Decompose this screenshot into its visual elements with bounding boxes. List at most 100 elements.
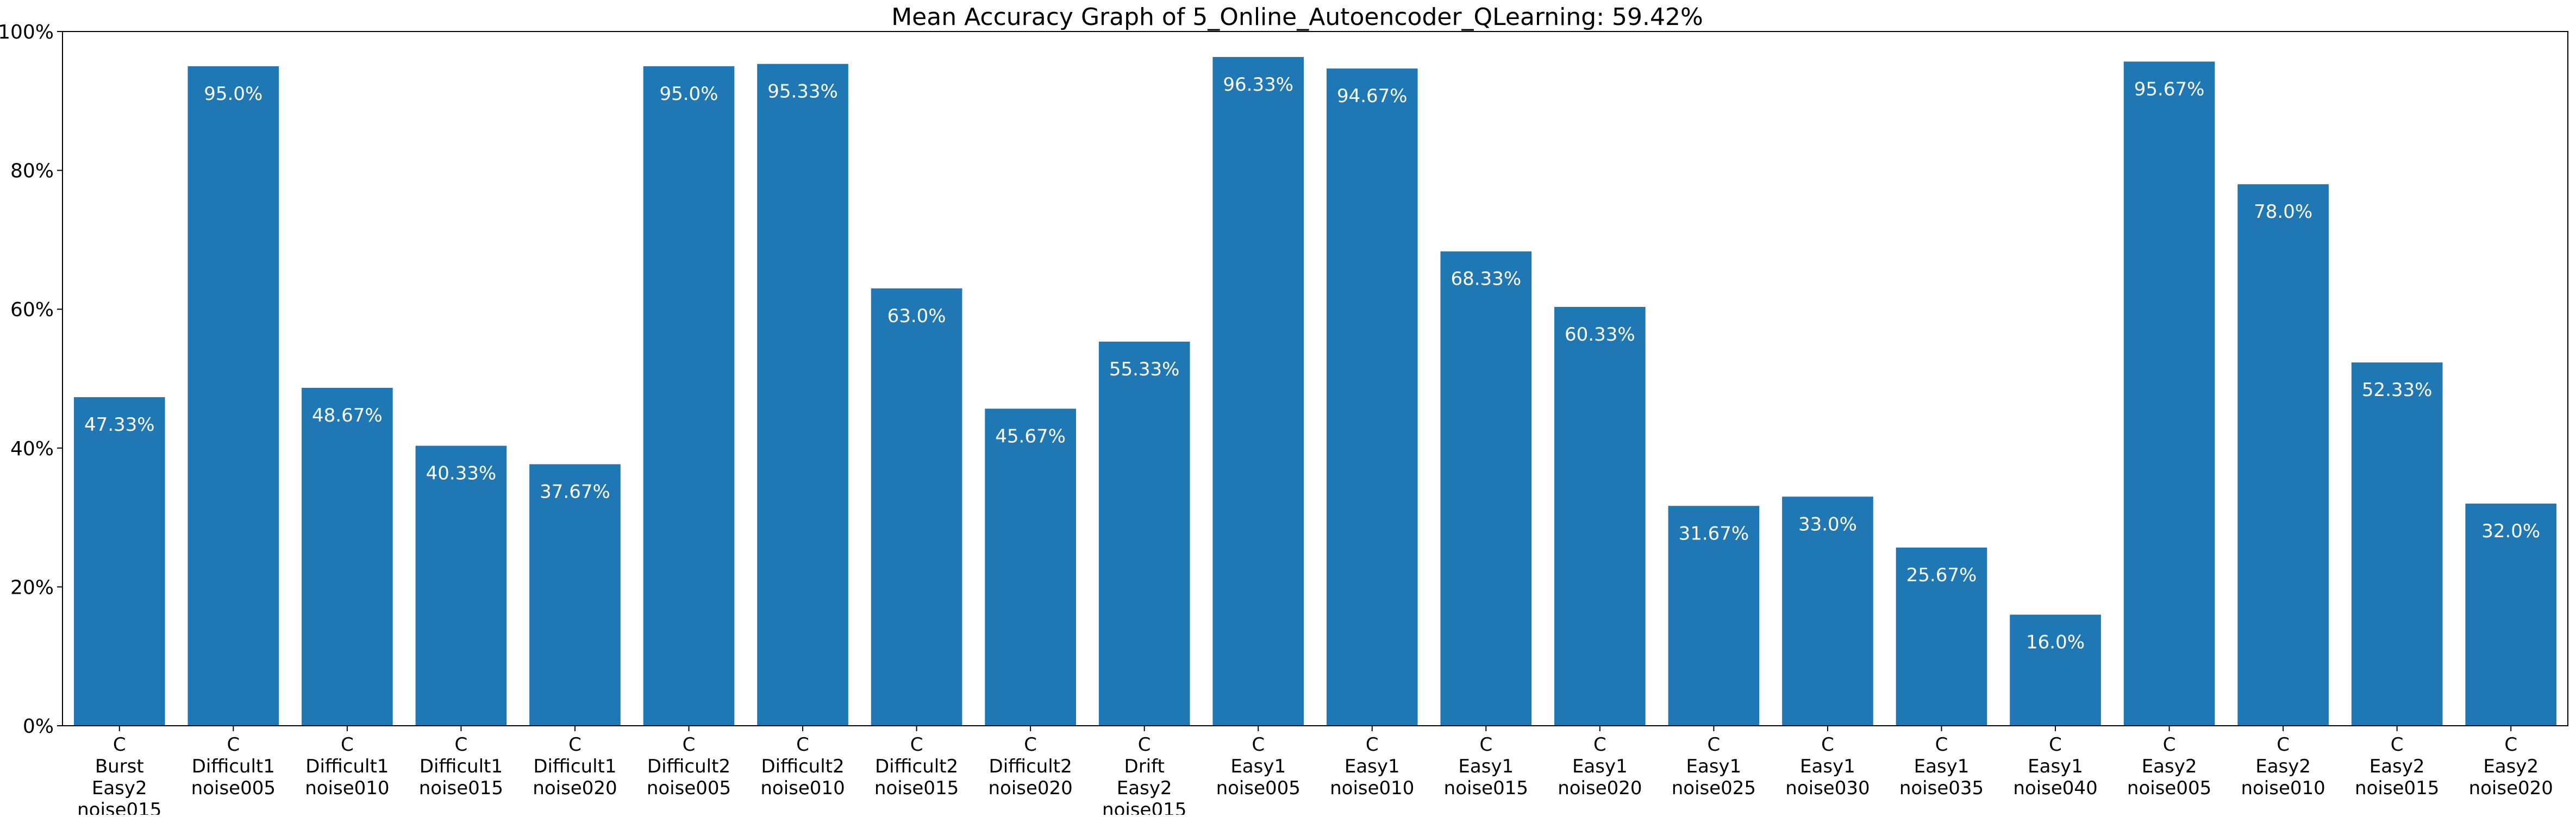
- x-tick-label: C Easy1 noise035: [1899, 734, 1984, 799]
- x-tick-label: C Easy1 noise025: [1672, 734, 1756, 799]
- bar-value-label: 31.67%: [1679, 523, 1749, 544]
- bars-group: [73, 56, 2557, 726]
- x-tick-label-line: noise005: [191, 777, 276, 799]
- x-tick-label-line: Easy1: [1230, 756, 1286, 777]
- x-tick-label-line: C: [455, 734, 468, 756]
- y-tick-label: 100%: [0, 21, 54, 43]
- bar-value-label: 96.33%: [1223, 74, 1293, 96]
- y-tick-label: 0%: [23, 715, 54, 738]
- x-tick-label-line: Easy2: [2142, 756, 2197, 777]
- x-tick-label: C Easy1 noise040: [2013, 734, 2097, 799]
- bar-value-label: 95.0%: [659, 83, 718, 105]
- x-tick-label-line: noise015: [1444, 777, 1528, 799]
- x-tick-label-line: Difficult2: [875, 756, 958, 777]
- x-tick-label-line: noise035: [1899, 777, 1984, 799]
- bar: [529, 464, 621, 726]
- x-tick-label-line: Easy1: [1914, 756, 1969, 777]
- x-tick-label-line: C: [341, 734, 354, 756]
- x-tick-label-line: noise020: [2469, 777, 2553, 799]
- y-tick-label: 20%: [10, 576, 54, 599]
- x-tick-label-line: noise025: [1672, 777, 1756, 799]
- x-tick-label-line: noise005: [2127, 777, 2211, 799]
- x-tick-label: C Easy1 noise005: [1216, 734, 1300, 799]
- bar: [2237, 184, 2329, 726]
- x-tick-label: C Easy2 noise015: [2355, 734, 2439, 799]
- bar: [2123, 61, 2215, 726]
- x-tick-label-line: noise015: [1102, 799, 1186, 815]
- bar-value-label: 95.0%: [204, 83, 262, 105]
- y-tick-label: 60%: [10, 299, 54, 321]
- x-tick-label-line: C: [2391, 734, 2404, 756]
- bar-value-label: 32.0%: [2481, 520, 2540, 542]
- x-tick-label-line: C: [568, 734, 582, 756]
- x-tick-label-line: C: [1708, 734, 1721, 756]
- x-tick-label-line: C: [1366, 734, 1379, 756]
- x-tick-label-line: noise010: [760, 777, 845, 799]
- x-tick-label-line: Easy1: [1686, 756, 1742, 777]
- x-tick-label-line: noise015: [419, 777, 503, 799]
- x-tick-label: C Difficult2 noise015: [874, 734, 959, 799]
- bar: [1554, 306, 1646, 726]
- x-tick-label-line: C: [1479, 734, 1492, 756]
- x-tick-label-line: noise020: [1558, 777, 1642, 799]
- y-tick-label: 80%: [10, 160, 54, 183]
- bar-value-label: 25.67%: [1906, 564, 1977, 586]
- x-tick-label-line: C: [2049, 734, 2062, 756]
- x-tick-label-line: noise015: [77, 799, 161, 815]
- x-tick-label: C Difficult2 noise020: [988, 734, 1072, 799]
- bar-value-label: 45.67%: [995, 425, 1066, 447]
- x-tick-label: C Burst Easy2 noise015: [77, 734, 161, 815]
- x-tick-label-line: Easy2: [92, 777, 147, 799]
- x-tick-label-line: noise005: [1216, 777, 1300, 799]
- x-tick-label-line: C: [1252, 734, 1265, 756]
- bar-value-label: 95.67%: [2134, 78, 2205, 100]
- x-tick-label-line: C: [1138, 734, 1151, 756]
- x-tick-label-line: Easy2: [2369, 756, 2425, 777]
- x-tick-label-line: C: [2277, 734, 2290, 756]
- x-tick-label: C Easy1 noise015: [1444, 734, 1528, 799]
- x-tick-label-line: Burst: [95, 756, 144, 777]
- bar-value-label: 63.0%: [887, 305, 946, 327]
- bar: [1212, 56, 1304, 726]
- x-tick-label: C Easy1 noise020: [1558, 734, 1642, 799]
- x-tick-label-line: noise020: [988, 777, 1072, 799]
- x-tick-label-line: Easy1: [1345, 756, 1400, 777]
- bar: [302, 387, 393, 726]
- x-tick-label-line: Easy1: [1458, 756, 1514, 777]
- bar: [1896, 547, 1987, 726]
- x-tick-label-line: Easy2: [2255, 756, 2311, 777]
- x-tick-label-line: Easy2: [1117, 777, 1172, 799]
- bar: [1668, 506, 1760, 726]
- x-tick-label-line: Difficult1: [533, 756, 616, 777]
- x-tick-label: C Difficult1 noise005: [191, 734, 276, 799]
- plot-frame: [62, 31, 2568, 726]
- x-tick-label-line: Easy1: [1800, 756, 1855, 777]
- bar: [187, 66, 279, 726]
- bar-value-label: 16.0%: [2026, 632, 2085, 653]
- bar: [1440, 251, 1532, 726]
- x-tick-label-line: noise040: [2013, 777, 2097, 799]
- x-tick-label: C Difficult1 noise020: [533, 734, 617, 799]
- x-tick-label: C Easy2 noise010: [2241, 734, 2325, 799]
- chart-title: Mean Accuracy Graph of 5_Online_Autoenco…: [891, 3, 1703, 31]
- x-tick-label-line: Easy1: [1572, 756, 1628, 777]
- x-tick-label-line: C: [683, 734, 696, 756]
- bar-value-label: 37.67%: [540, 481, 610, 503]
- bar: [985, 409, 1076, 726]
- x-tick-label-line: C: [1935, 734, 1948, 756]
- bar-value-label: 33.0%: [1798, 513, 1857, 535]
- x-tick-label-line: Difficult2: [761, 756, 844, 777]
- x-tick-label-line: noise010: [1330, 777, 1414, 799]
- x-tick-label-line: Easy1: [2028, 756, 2083, 777]
- bar: [415, 445, 507, 726]
- x-tick-label-line: Difficult1: [192, 756, 275, 777]
- x-tick-label: C Easy1 noise030: [1785, 734, 1870, 799]
- bar-value-label: 95.33%: [767, 81, 838, 103]
- x-tick-label-line: C: [1821, 734, 1834, 756]
- bar: [1326, 68, 1418, 726]
- x-tick-label: C Easy2 noise020: [2469, 734, 2553, 799]
- x-tick-label: C Difficult2 noise010: [760, 734, 845, 799]
